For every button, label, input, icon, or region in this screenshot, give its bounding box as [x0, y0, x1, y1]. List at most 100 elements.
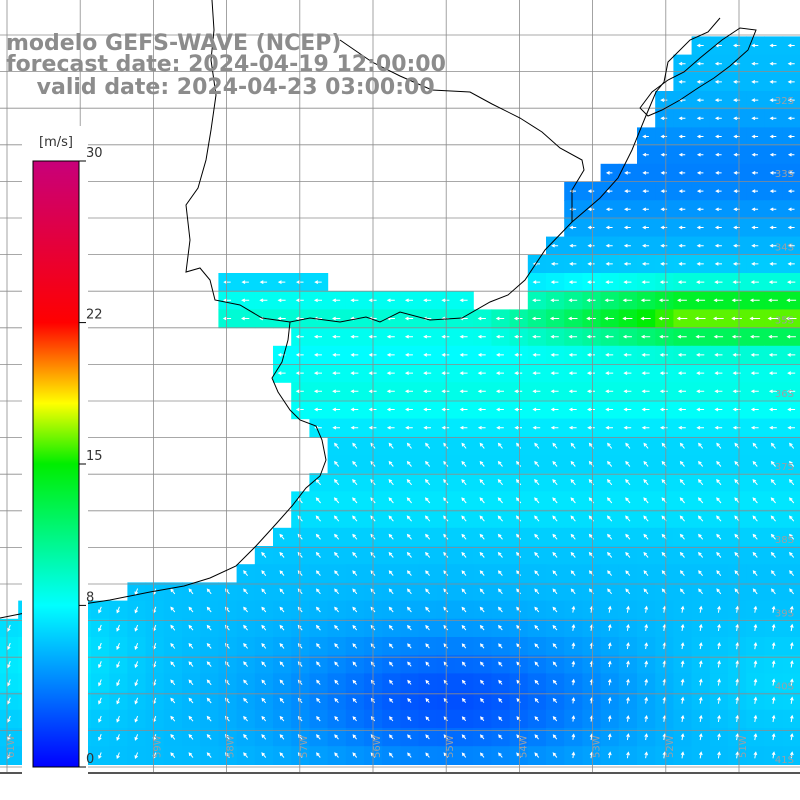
wind-arrow — [188, 606, 194, 613]
wind-arrow — [534, 606, 540, 613]
wind-arrow — [516, 570, 521, 576]
wind-arrow — [498, 716, 503, 722]
wind-arrow — [277, 280, 286, 284]
wind-arrow — [261, 661, 267, 667]
wind-arrow — [459, 407, 468, 412]
wind-arrow — [188, 643, 194, 649]
wind-arrow — [623, 243, 631, 248]
wind-arrow — [678, 80, 686, 84]
wind-arrow — [352, 551, 358, 558]
wind-arrow — [787, 152, 795, 157]
south-coastline — [0, 321, 327, 619]
wind-arrow — [732, 371, 741, 375]
wind-arrow — [678, 171, 686, 175]
wind-arrow — [696, 425, 704, 430]
wind-arrow — [407, 624, 412, 631]
wind-arrow — [134, 661, 139, 669]
wind-arrow — [734, 497, 740, 504]
wind-arrow — [479, 551, 485, 558]
wind-arrow — [334, 551, 340, 558]
wind-arrow — [640, 298, 651, 303]
wind-arrow — [459, 389, 468, 394]
wind-arrow — [696, 98, 704, 102]
wind-arrow — [607, 624, 612, 631]
wind-arrow — [206, 697, 212, 704]
wind-arrow — [407, 679, 412, 685]
wind-arrow — [313, 371, 322, 375]
wind-arrow — [678, 425, 686, 430]
wind-arrow — [188, 733, 194, 740]
wind-arrow — [386, 334, 395, 339]
wind-arrow — [606, 497, 613, 504]
wind-arrow — [753, 733, 758, 741]
wind-arrow — [516, 643, 521, 649]
wind-arrow — [332, 298, 341, 303]
wind-arrow — [98, 734, 102, 741]
wind-arrow — [698, 588, 703, 595]
wind-arrow — [514, 334, 523, 339]
wind-arrow — [696, 207, 704, 212]
wind-arrow — [261, 697, 267, 704]
wind-arrow — [698, 551, 704, 558]
wind-arrow — [498, 697, 503, 703]
wind-arrow — [568, 389, 577, 394]
wind-arrow — [698, 751, 703, 759]
wind-arrow — [314, 407, 322, 412]
wind-arrow — [534, 752, 540, 758]
wind-arrow — [498, 624, 503, 631]
wind-arrow — [752, 533, 758, 540]
wind-arrow — [789, 533, 795, 540]
wind-arrow — [571, 696, 576, 704]
wind-arrow — [607, 588, 612, 595]
wind-arrow — [625, 588, 631, 595]
wind-arrow — [642, 207, 649, 212]
longitude-label: 59W — [152, 735, 163, 758]
wind-arrow — [587, 407, 595, 412]
wind-arrow — [477, 371, 486, 375]
wind-arrow — [334, 533, 340, 540]
wind-arrow — [696, 80, 704, 84]
wind-arrow — [334, 624, 339, 631]
wind-arrow — [732, 353, 741, 357]
wind-arrow — [622, 298, 633, 303]
wind-arrow — [750, 334, 760, 339]
wind-arrow — [698, 714, 703, 722]
wind-arrow — [605, 280, 614, 284]
wind-arrow — [751, 243, 759, 248]
wind-arrow — [696, 262, 704, 266]
wind-arrow — [787, 243, 795, 248]
wind-arrow — [295, 334, 304, 339]
wind-arrow — [623, 371, 632, 375]
wind-arrow — [388, 551, 394, 558]
wind-arrow — [751, 43, 759, 48]
wind-arrow — [477, 407, 486, 412]
wind-arrow — [771, 678, 776, 686]
wind-arrow — [7, 642, 11, 651]
wind-arrow — [626, 624, 630, 631]
wind-arrow — [714, 353, 723, 357]
wind-arrow — [676, 316, 688, 321]
wind-arrow — [98, 715, 102, 723]
wind-arrow — [297, 624, 303, 631]
wind-arrow — [568, 371, 577, 375]
wind-arrow — [515, 497, 522, 504]
wind-arrow — [480, 697, 485, 703]
wind-arrow — [552, 551, 558, 558]
wind-arrow — [751, 262, 759, 266]
wind-arrow — [750, 280, 759, 284]
wind-arrow — [206, 679, 212, 686]
wind-arrow — [477, 334, 486, 339]
wind-arrow — [734, 460, 740, 467]
wind-arrow — [425, 533, 431, 540]
wind-arrow — [715, 152, 722, 157]
wind-arrow — [751, 98, 759, 102]
wind-arrow — [423, 298, 432, 303]
wind-arrow — [461, 588, 467, 595]
wind-arrow — [479, 624, 485, 631]
wind-arrow — [752, 551, 758, 558]
wind-arrow — [787, 80, 795, 84]
wind-arrow — [678, 61, 686, 66]
wind-arrow — [425, 661, 430, 667]
wind-arrow — [405, 407, 413, 412]
wind-arrow — [495, 334, 504, 339]
